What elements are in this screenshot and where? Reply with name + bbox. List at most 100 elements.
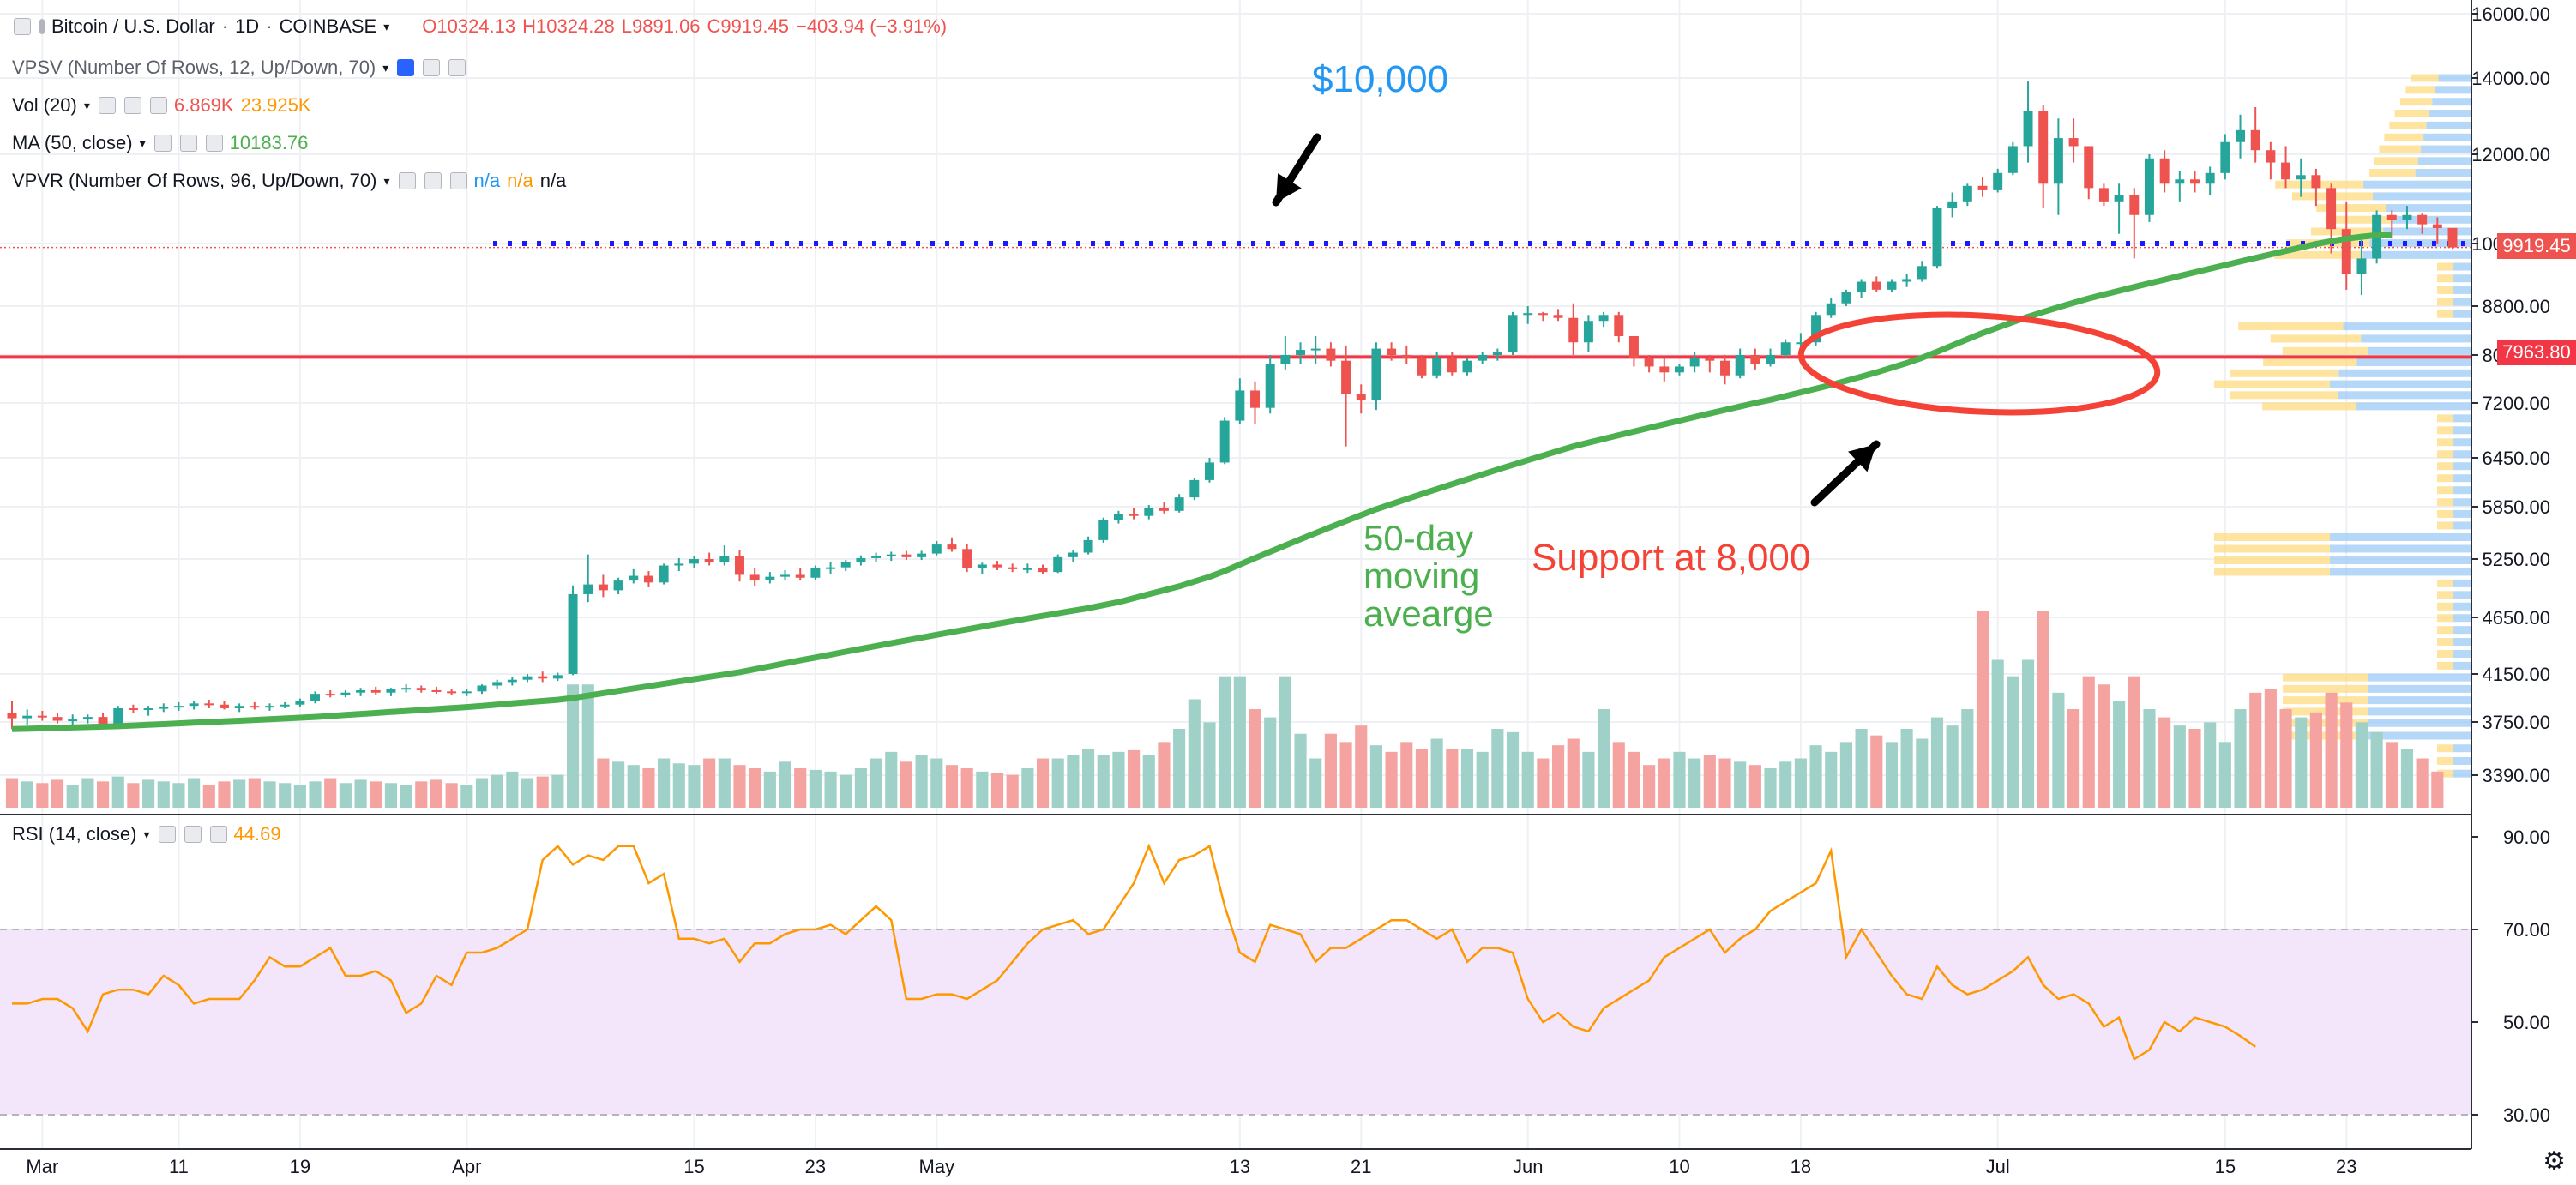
close-icon[interactable] (448, 59, 466, 76)
time-tick-label: 10 (1669, 1156, 1689, 1177)
chevron-down-icon[interactable]: ▾ (382, 60, 389, 75)
vpsv-legend[interactable]: VPSV (Number Of Rows, 12, Up/Down, 70) ▾ (12, 57, 466, 79)
volume-bar (1658, 758, 1670, 808)
collapse-icon[interactable] (14, 18, 31, 35)
chevron-down-icon[interactable]: ▾ (139, 135, 146, 150)
volume-bars (5, 611, 2444, 808)
candle-body (1932, 208, 1942, 267)
volume-bar (293, 785, 306, 808)
chevron-down-icon[interactable]: ▾ (383, 19, 390, 33)
last-price-tag: 9919.45 (2497, 233, 2576, 259)
symbol-name[interactable]: Bitcoin / U.S. Dollar (51, 15, 215, 37)
price-tick-label: 5250.00 (2482, 549, 2550, 570)
candle-body (1977, 185, 1988, 190)
volume-bar (1870, 735, 1883, 808)
volume-bar (1961, 709, 1974, 808)
candle-body (461, 691, 472, 694)
candle-body (1841, 292, 1851, 304)
price-tick-label: 6450.00 (2482, 448, 2550, 469)
flag-icon[interactable] (39, 19, 45, 34)
eye-icon[interactable] (397, 59, 415, 76)
settings-icon[interactable] (184, 826, 202, 843)
eye-icon[interactable] (98, 97, 116, 114)
eye-icon[interactable] (158, 826, 176, 843)
ma-legend[interactable]: MA (50, close) ▾ 10183.76 (12, 132, 308, 154)
low-value: L9891.06 (621, 15, 701, 37)
candle-body (735, 556, 744, 575)
vpvr-legend[interactable]: VPVR (Number Of Rows, 96, Up/Down, 70) ▾… (12, 170, 566, 192)
settings-icon[interactable] (123, 97, 141, 114)
volume-bar (460, 785, 473, 808)
volume-profile-down (2374, 157, 2418, 165)
candle-body (1614, 315, 1624, 336)
vol-value: 6.869K (173, 94, 234, 116)
volume-bar (2007, 676, 2019, 808)
volume-profile-down (2274, 250, 2363, 259)
candle-body (2402, 214, 2412, 220)
chevron-down-icon[interactable]: ▾ (143, 827, 150, 841)
volume-profile-down (2282, 346, 2368, 355)
candle-body (719, 556, 730, 562)
chevron-down-icon[interactable]: ▾ (83, 98, 90, 112)
settings-icon[interactable] (424, 172, 442, 189)
candle-body (1159, 507, 1169, 511)
vol-legend[interactable]: Vol (20) ▾ 6.869K 23.925K (12, 94, 311, 117)
rsi-tick-label: 30.00 (2503, 1104, 2550, 1126)
volume-profile-up (2330, 532, 2471, 541)
volume-profile-up (2453, 614, 2471, 623)
candle-body (265, 706, 274, 708)
interval[interactable]: 1D (235, 15, 260, 37)
annotation-ma-line-2: moving (1363, 556, 1480, 596)
annotation-10000[interactable]: $10,000 (1312, 58, 1449, 100)
volume-profile-down (2283, 696, 2368, 705)
volume-bar (339, 783, 352, 808)
close-icon[interactable] (149, 97, 167, 114)
ma-label[interactable]: MA (50, close) (12, 132, 133, 153)
eye-icon[interactable] (153, 135, 172, 152)
settings-icon[interactable] (423, 59, 441, 76)
candle-body (370, 689, 381, 693)
volume-profile-up (2435, 86, 2471, 94)
candle-body (674, 563, 684, 566)
candle-body (1280, 355, 1291, 364)
annotation-support[interactable]: Support at 8,000 (1532, 537, 1811, 579)
chevron-down-icon[interactable]: ▾ (383, 173, 390, 188)
close-icon[interactable] (449, 172, 467, 189)
volume-bar (81, 778, 94, 808)
settings-icon[interactable] (179, 135, 197, 152)
volume-profile-up (2453, 756, 2471, 765)
volume-bar (1369, 745, 1383, 808)
candle-body (2432, 224, 2442, 229)
volume-profile-up (2391, 215, 2471, 224)
close-icon[interactable] (209, 826, 227, 843)
candle-body (689, 559, 699, 564)
volume-bar (566, 684, 580, 808)
vpsv-label[interactable]: VPSV (Number Of Rows, 12, Up/Down, 70) (12, 57, 376, 78)
volume-profile-up (2453, 509, 2471, 518)
high-value: H10324.28 (522, 15, 615, 37)
candle-body (1871, 281, 1881, 290)
gear-icon[interactable]: ⚙ (2543, 1147, 2566, 1176)
volume-bar (1219, 676, 1231, 808)
volume-bar (2158, 717, 2171, 808)
candle-body (1174, 497, 1184, 511)
close-icon[interactable] (205, 135, 223, 152)
volume-bar (809, 769, 822, 808)
volume-bar (1612, 742, 1625, 808)
candle-body (159, 707, 169, 709)
volume-profile-down (2437, 286, 2453, 294)
volume-profile-down (2437, 661, 2453, 670)
rsi-label[interactable]: RSI (14, close) (12, 823, 137, 845)
annotation-ma[interactable]: 50-day moving avearge (1363, 520, 1494, 633)
candle-body (780, 574, 791, 577)
volume-profile-down (2437, 614, 2453, 623)
rsi-legend[interactable]: RSI (14, close) ▾ 44.69 (12, 823, 281, 845)
volume-bar (1885, 742, 1899, 808)
vol-label[interactable]: Vol (20) (12, 94, 77, 116)
eye-icon[interactable] (398, 172, 416, 189)
volume-profile-up (2453, 579, 2471, 587)
vpvr-label[interactable]: VPVR (Number Of Rows, 96, Up/Down, 70) (12, 170, 377, 191)
volume-bar (885, 751, 898, 808)
volume-bar (2082, 676, 2095, 808)
